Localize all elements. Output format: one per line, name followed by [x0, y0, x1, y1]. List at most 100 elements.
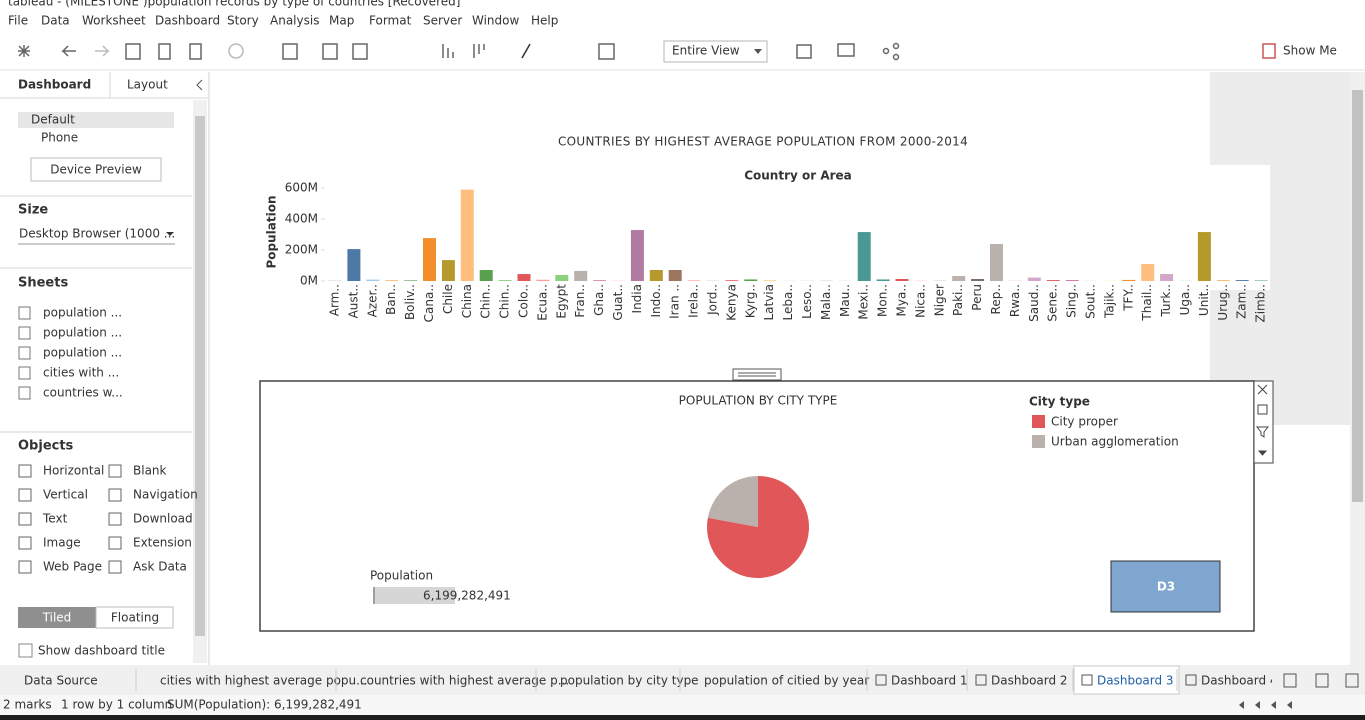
layout-mode[interactable]: Floating — [111, 611, 159, 625]
status-nav[interactable] — [1287, 701, 1292, 709]
object-item[interactable]: Vertical — [43, 488, 88, 502]
menu-item[interactable]: Analysis — [270, 14, 319, 28]
pie-slice[interactable] — [707, 476, 758, 527]
sheet-icon — [18, 386, 31, 400]
fit-label[interactable]: Entire View — [672, 44, 740, 58]
menu-item[interactable]: Format — [369, 14, 412, 28]
x-tick-label: Mya.. — [895, 284, 909, 316]
object-item[interactable]: Navigation — [133, 488, 198, 502]
x-tick-label: Rep.. — [989, 284, 1003, 314]
sheet-tab[interactable]: Dashboard 4 — [1201, 674, 1278, 688]
object-icon — [18, 536, 32, 550]
bar — [1160, 274, 1174, 281]
column-header: Country or Area — [744, 169, 852, 183]
menu-item[interactable]: File — [8, 14, 28, 28]
scroll-thumb[interactable] — [1352, 90, 1363, 502]
tab-action[interactable] — [1283, 673, 1297, 688]
x-tick-label: Saud.. — [1027, 284, 1041, 322]
object-item[interactable]: Image — [43, 536, 81, 550]
x-tick-label: Paki.. — [951, 284, 965, 316]
checkbox[interactable] — [18, 643, 33, 658]
menu-item[interactable]: Data — [41, 14, 70, 28]
sheet-tab[interactable]: Data Source — [24, 674, 98, 688]
sidebar-tab[interactable]: Dashboard — [18, 78, 91, 92]
tab-icon — [975, 674, 987, 686]
x-tick-label: Boliv.. — [403, 284, 417, 320]
layout-mode[interactable]: Tiled — [42, 611, 72, 625]
bar — [744, 279, 758, 281]
floating-button[interactable] — [95, 606, 174, 629]
menu-item[interactable]: Help — [531, 14, 558, 28]
sheet-tab[interactable]: population of citied by year — [704, 674, 869, 688]
menu-item[interactable]: Window — [472, 14, 520, 28]
bar — [763, 280, 777, 281]
object-icon — [18, 488, 32, 502]
sheet-tab[interactable]: Dashboard 2 — [991, 674, 1068, 688]
sheet-item[interactable]: population ... — [43, 306, 122, 320]
object-item[interactable]: Horizontal — [43, 464, 104, 478]
status-nav[interactable] — [1271, 701, 1276, 709]
legend-label[interactable]: City proper — [1051, 415, 1118, 429]
bar — [593, 280, 607, 281]
status-item: 2 marks — [3, 698, 52, 712]
show-title-label[interactable]: Show dashboard title — [38, 644, 165, 658]
fit-dropdown[interactable] — [663, 40, 768, 63]
sheet-tab[interactable]: population by city type — [560, 674, 699, 688]
object-item[interactable]: Web Page — [43, 560, 102, 574]
bar — [1141, 263, 1155, 281]
collapse-icon[interactable] — [196, 79, 203, 91]
show-me[interactable]: Show Me — [1283, 44, 1337, 58]
menu-item[interactable]: Map — [329, 14, 354, 28]
x-tick-label: Unit.. — [1197, 284, 1211, 316]
total-label: Population — [370, 569, 433, 583]
status-nav[interactable] — [1255, 701, 1260, 709]
object-item[interactable]: Ask Data — [133, 560, 187, 574]
menu-item[interactable]: Worksheet — [82, 14, 146, 28]
object-item[interactable]: Download — [133, 512, 193, 526]
tiled-button[interactable] — [18, 607, 96, 628]
sheet-item[interactable]: cities with ... — [43, 366, 119, 380]
tab-action[interactable] — [1315, 673, 1329, 688]
x-tick-label: Mon.. — [876, 284, 890, 317]
x-tick-label: Turk.. — [1159, 284, 1173, 318]
d3-button[interactable] — [1110, 560, 1221, 613]
menu-item[interactable]: Dashboard — [155, 14, 220, 28]
drag-handle[interactable] — [732, 368, 782, 381]
sheet-item[interactable]: population ... — [43, 346, 122, 360]
d3-label[interactable]: D3 — [1157, 580, 1175, 594]
x-tick-label: Egypt — [554, 284, 568, 319]
object-item[interactable]: Text — [42, 512, 68, 526]
object-item[interactable]: Blank — [133, 464, 167, 478]
menu-item[interactable]: Story — [227, 14, 259, 28]
bar — [895, 278, 909, 281]
chart-title: POPULATION BY CITY TYPE — [679, 394, 838, 408]
x-tick-label: Kenya — [724, 284, 738, 321]
zone-icons[interactable] — [1255, 384, 1270, 456]
object-item[interactable]: Extension — [133, 536, 192, 550]
device-preview[interactable]: Device Preview — [50, 163, 142, 177]
zone-controls — [1253, 380, 1274, 464]
tab-icon — [1185, 674, 1197, 686]
bar — [536, 279, 550, 281]
bar — [971, 278, 985, 281]
sheet-tab[interactable]: Dashboard 1 — [891, 674, 968, 688]
status-nav[interactable] — [1239, 701, 1244, 709]
sidebar-scroll-thumb[interactable] — [195, 116, 205, 636]
tab-action[interactable] — [1345, 673, 1359, 688]
sheet-tab[interactable]: countries with highest average p... — [360, 674, 569, 688]
size-value[interactable]: Desktop Browser (1000 ... — [19, 227, 175, 241]
sheet-tab[interactable]: cities with highest average popu... — [160, 674, 368, 688]
sheet-item[interactable]: population ... — [43, 326, 122, 340]
object-icon — [18, 560, 32, 574]
device-option[interactable]: Default — [31, 113, 75, 127]
x-tick-label: Ecua.. — [535, 284, 549, 321]
device-preview-button[interactable] — [30, 157, 162, 182]
sheet-tab[interactable]: Dashboard 3 — [1097, 674, 1174, 688]
menu-item[interactable]: Server — [423, 14, 462, 28]
sidebar-tab[interactable]: Layout — [127, 78, 168, 92]
object-icon — [108, 488, 122, 502]
device-option[interactable]: Phone — [41, 131, 78, 145]
legend-label[interactable]: Urban agglomeration — [1051, 435, 1179, 449]
sheet-item[interactable]: countries w... — [43, 386, 123, 400]
bar-chart-zone — [210, 165, 1270, 290]
